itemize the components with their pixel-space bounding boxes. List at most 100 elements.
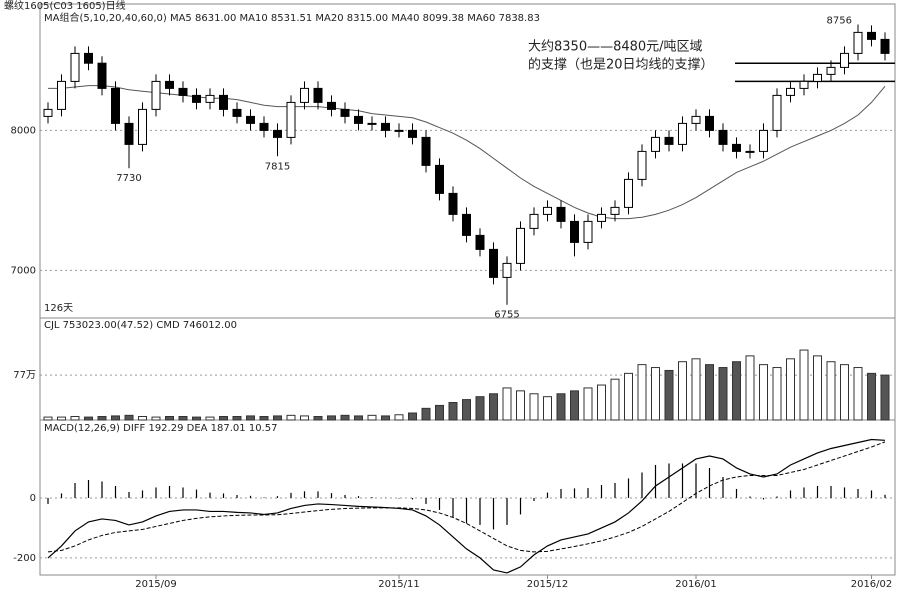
candle-body <box>367 122 377 125</box>
volume-bar <box>340 414 350 421</box>
candle-body <box>583 220 593 243</box>
y-tick-label: 8000 <box>11 125 36 136</box>
candle-body <box>543 206 552 215</box>
volume-bar <box>502 387 512 421</box>
volume-bar <box>232 416 242 421</box>
candle-body <box>70 52 80 82</box>
price-mark: 6755 <box>494 310 519 321</box>
volume-bar <box>327 415 336 421</box>
volume-bar <box>610 378 620 421</box>
volume-bar <box>732 361 741 421</box>
plot-frame <box>39 3 896 576</box>
y-tick-label: 0 <box>30 493 36 504</box>
volume-bar <box>772 367 782 421</box>
volume-bar <box>57 416 66 421</box>
volume-bar <box>313 416 323 421</box>
dea-line <box>47 441 886 553</box>
volume-bar <box>543 396 552 421</box>
volume-bar <box>462 399 471 421</box>
volume-bar <box>570 390 579 421</box>
volume-bar <box>583 387 593 421</box>
volume-bar <box>165 416 174 421</box>
candle-body <box>651 136 660 152</box>
candle-body <box>597 213 606 222</box>
volume-bar <box>664 369 674 421</box>
volume-bar <box>273 415 282 421</box>
volume-bar <box>97 416 107 421</box>
volume-bar <box>259 416 269 421</box>
volume-bar <box>826 361 836 421</box>
candle-body <box>691 115 701 124</box>
annotation: 大约8350——8480元/吨区域 <box>528 40 703 55</box>
candle-body <box>354 115 363 124</box>
candle-body <box>57 80 66 110</box>
candle-body <box>273 129 282 138</box>
candle-body <box>408 129 417 138</box>
volume-bar <box>381 415 390 421</box>
candle-body <box>664 136 674 145</box>
candle-body <box>610 206 620 215</box>
candle-body <box>246 115 255 124</box>
volume-bar <box>691 358 701 421</box>
candle-body <box>637 150 647 180</box>
volume-bar <box>70 416 80 421</box>
candle-body <box>826 66 836 75</box>
candle-body <box>745 150 755 153</box>
volume-bar <box>651 367 660 421</box>
candle-body <box>111 87 120 124</box>
candle-body <box>799 80 809 89</box>
volume-bar <box>705 364 714 421</box>
candle-body <box>516 227 525 264</box>
volume-bar <box>880 374 890 421</box>
volume-bar <box>637 364 647 421</box>
volume-bar <box>286 414 296 421</box>
candle-body <box>178 87 188 96</box>
volume-bar <box>624 372 633 421</box>
volume-bar <box>151 416 161 421</box>
volume-bar <box>489 393 498 421</box>
candle-body <box>421 136 431 166</box>
candle-body <box>678 122 687 145</box>
x-tick-label: 2016/02 <box>851 579 893 590</box>
candle-body <box>43 108 53 117</box>
candle-body <box>394 129 404 132</box>
volume-bar <box>205 416 215 421</box>
price-mark: 8756 <box>827 16 852 27</box>
volume-bar <box>354 415 363 421</box>
candle-body <box>732 143 741 152</box>
volume-bar <box>597 384 606 421</box>
volume-bar <box>745 355 755 421</box>
volume-bar <box>219 416 228 421</box>
candle-body <box>867 31 876 40</box>
candle-body <box>165 80 174 89</box>
volume-bar <box>475 396 485 421</box>
ma-header: MA组合(5,10,20,40,60,0) MA5 8631.00 MA10 8… <box>44 11 540 24</box>
x-tick-label: 2016/01 <box>675 579 717 590</box>
volume-bar <box>867 372 876 421</box>
volume-bar <box>178 416 188 421</box>
candle-body <box>840 52 849 68</box>
candle-body <box>759 129 768 152</box>
volume-bar <box>759 364 768 421</box>
volume-bar <box>853 367 863 421</box>
volume-bar <box>124 414 134 421</box>
volume-bar <box>799 349 809 421</box>
x-tick-label: 2015/11 <box>378 579 420 590</box>
volume-bar <box>192 416 201 421</box>
period-label: 126天 <box>44 303 73 314</box>
price-mark: 7815 <box>265 161 290 172</box>
volume-bar <box>529 393 539 421</box>
volume-bar <box>435 404 444 421</box>
candle-body <box>813 73 822 82</box>
candle-body <box>880 38 890 54</box>
diff-line <box>47 438 886 574</box>
candle-body <box>570 220 579 243</box>
candle-body <box>502 262 512 278</box>
volume-header: CJL 753023.00(47.52) CMD 746012.00 <box>44 320 237 331</box>
candle-body <box>853 31 863 54</box>
macd-header: MACD(12,26,9) DIFF 192.29 DEA 187.01 10.… <box>44 423 277 434</box>
candle-body <box>259 122 269 131</box>
volume-bar <box>516 390 525 421</box>
volume-bar <box>111 415 120 421</box>
